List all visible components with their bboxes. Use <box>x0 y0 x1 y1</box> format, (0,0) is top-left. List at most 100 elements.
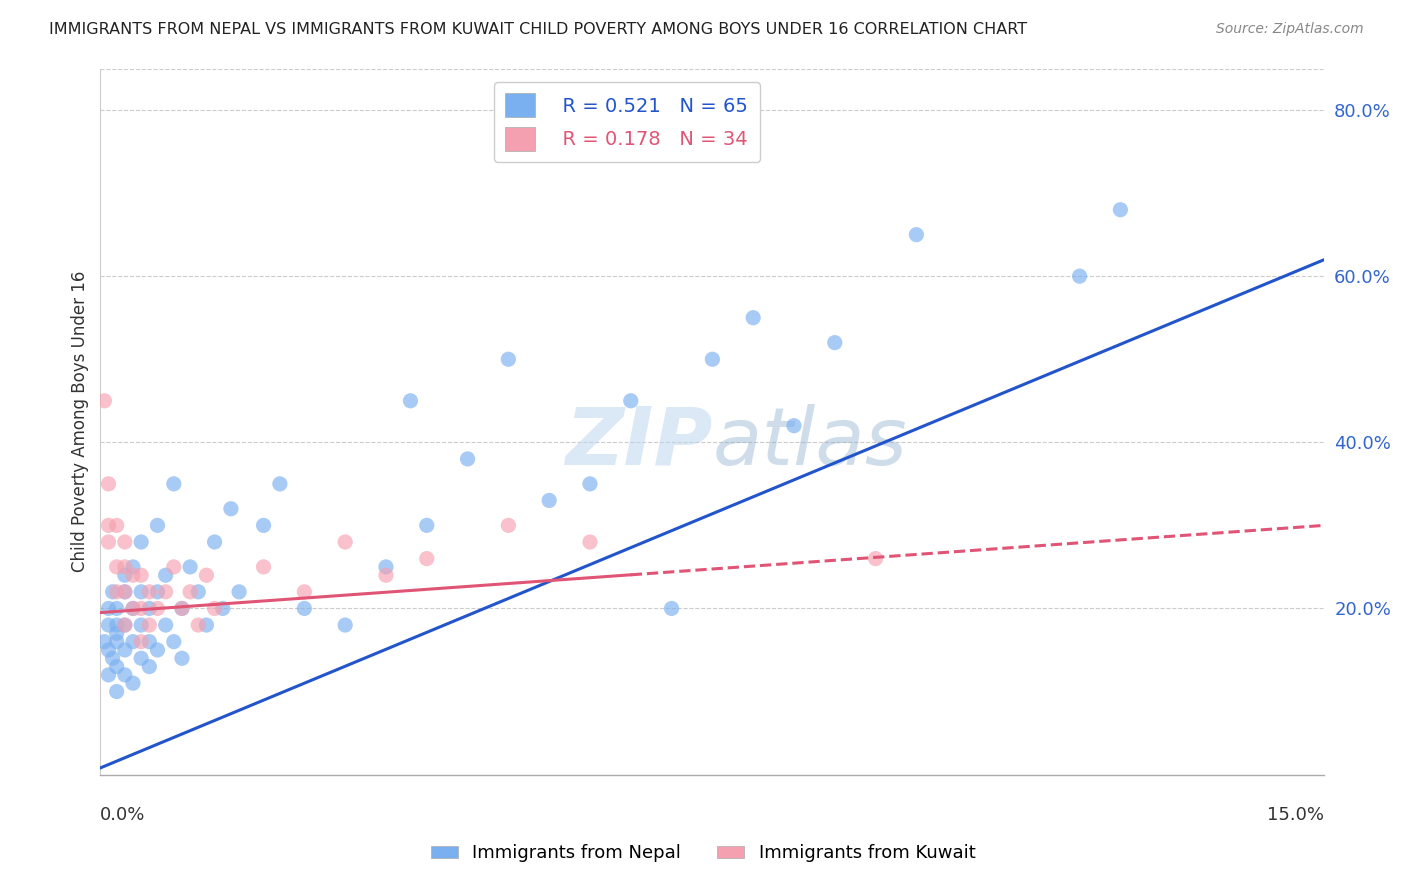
Point <box>163 476 186 491</box>
Legend:   R = 0.521   N = 65,   R = 0.178   N = 34: R = 0.521 N = 65, R = 0.178 N = 34 <box>494 82 759 162</box>
Point <box>333 535 356 549</box>
Point <box>146 518 169 533</box>
Point <box>105 518 128 533</box>
Point <box>114 668 136 682</box>
Point <box>138 618 160 632</box>
Point <box>114 584 136 599</box>
Point <box>661 601 683 615</box>
Point <box>783 418 806 433</box>
Point <box>114 535 136 549</box>
Point <box>97 643 120 657</box>
Point <box>292 584 315 599</box>
Point <box>333 618 356 632</box>
Point <box>122 601 145 615</box>
Point <box>138 634 160 648</box>
Point <box>155 584 177 599</box>
Point <box>129 601 152 615</box>
Point <box>211 601 233 615</box>
Point <box>579 476 602 491</box>
Point <box>129 584 152 599</box>
Point <box>187 618 209 632</box>
Point <box>538 493 561 508</box>
Point <box>129 568 152 582</box>
Point <box>187 584 209 599</box>
Point <box>105 601 128 615</box>
Point <box>498 352 520 367</box>
Point <box>179 584 201 599</box>
Point <box>114 643 136 657</box>
Point <box>1109 202 1132 217</box>
Point <box>416 551 439 566</box>
Point <box>195 568 218 582</box>
Point <box>146 584 169 599</box>
Point <box>122 634 145 648</box>
Point <box>742 310 765 325</box>
Point <box>129 535 152 549</box>
Point <box>105 684 128 698</box>
Point <box>122 601 145 615</box>
Point <box>105 626 128 640</box>
Point <box>163 560 186 574</box>
Point <box>122 560 145 574</box>
Point <box>114 568 136 582</box>
Point <box>114 560 136 574</box>
Point <box>155 568 177 582</box>
Point <box>114 618 136 632</box>
Point <box>138 659 160 673</box>
Point <box>105 560 128 574</box>
Point <box>170 601 193 615</box>
Point <box>579 535 602 549</box>
Point <box>138 601 160 615</box>
Text: atlas: atlas <box>713 404 907 482</box>
Point <box>114 618 136 632</box>
Point <box>620 393 643 408</box>
Point <box>101 651 124 665</box>
Point <box>97 668 120 682</box>
Text: Source: ZipAtlas.com: Source: ZipAtlas.com <box>1216 22 1364 37</box>
Point <box>375 560 398 574</box>
Point <box>97 618 120 632</box>
Legend: Immigrants from Nepal, Immigrants from Kuwait: Immigrants from Nepal, Immigrants from K… <box>423 838 983 870</box>
Point <box>93 393 115 408</box>
Point <box>416 518 439 533</box>
Point <box>170 651 193 665</box>
Point <box>97 535 120 549</box>
Point <box>1069 269 1091 284</box>
Text: 15.0%: 15.0% <box>1267 806 1324 824</box>
Point <box>129 634 152 648</box>
Point <box>146 601 169 615</box>
Point <box>122 676 145 690</box>
Point <box>702 352 724 367</box>
Point <box>204 601 226 615</box>
Point <box>905 227 928 242</box>
Point <box>114 584 136 599</box>
Point <box>129 651 152 665</box>
Point <box>138 584 160 599</box>
Point <box>498 518 520 533</box>
Point <box>105 659 128 673</box>
Point <box>252 560 274 574</box>
Point <box>252 518 274 533</box>
Point <box>163 634 186 648</box>
Text: ZIP: ZIP <box>565 404 713 482</box>
Point <box>219 501 242 516</box>
Point <box>170 601 193 615</box>
Point <box>122 568 145 582</box>
Point <box>228 584 250 599</box>
Point <box>824 335 846 350</box>
Point <box>129 618 152 632</box>
Point <box>457 451 479 466</box>
Point <box>97 476 120 491</box>
Point <box>195 618 218 632</box>
Point <box>204 535 226 549</box>
Point <box>101 584 124 599</box>
Point <box>105 634 128 648</box>
Y-axis label: Child Poverty Among Boys Under 16: Child Poverty Among Boys Under 16 <box>72 271 89 573</box>
Point <box>179 560 201 574</box>
Point <box>865 551 887 566</box>
Point <box>146 643 169 657</box>
Text: 0.0%: 0.0% <box>100 806 146 824</box>
Point <box>93 634 115 648</box>
Point <box>155 618 177 632</box>
Point <box>97 518 120 533</box>
